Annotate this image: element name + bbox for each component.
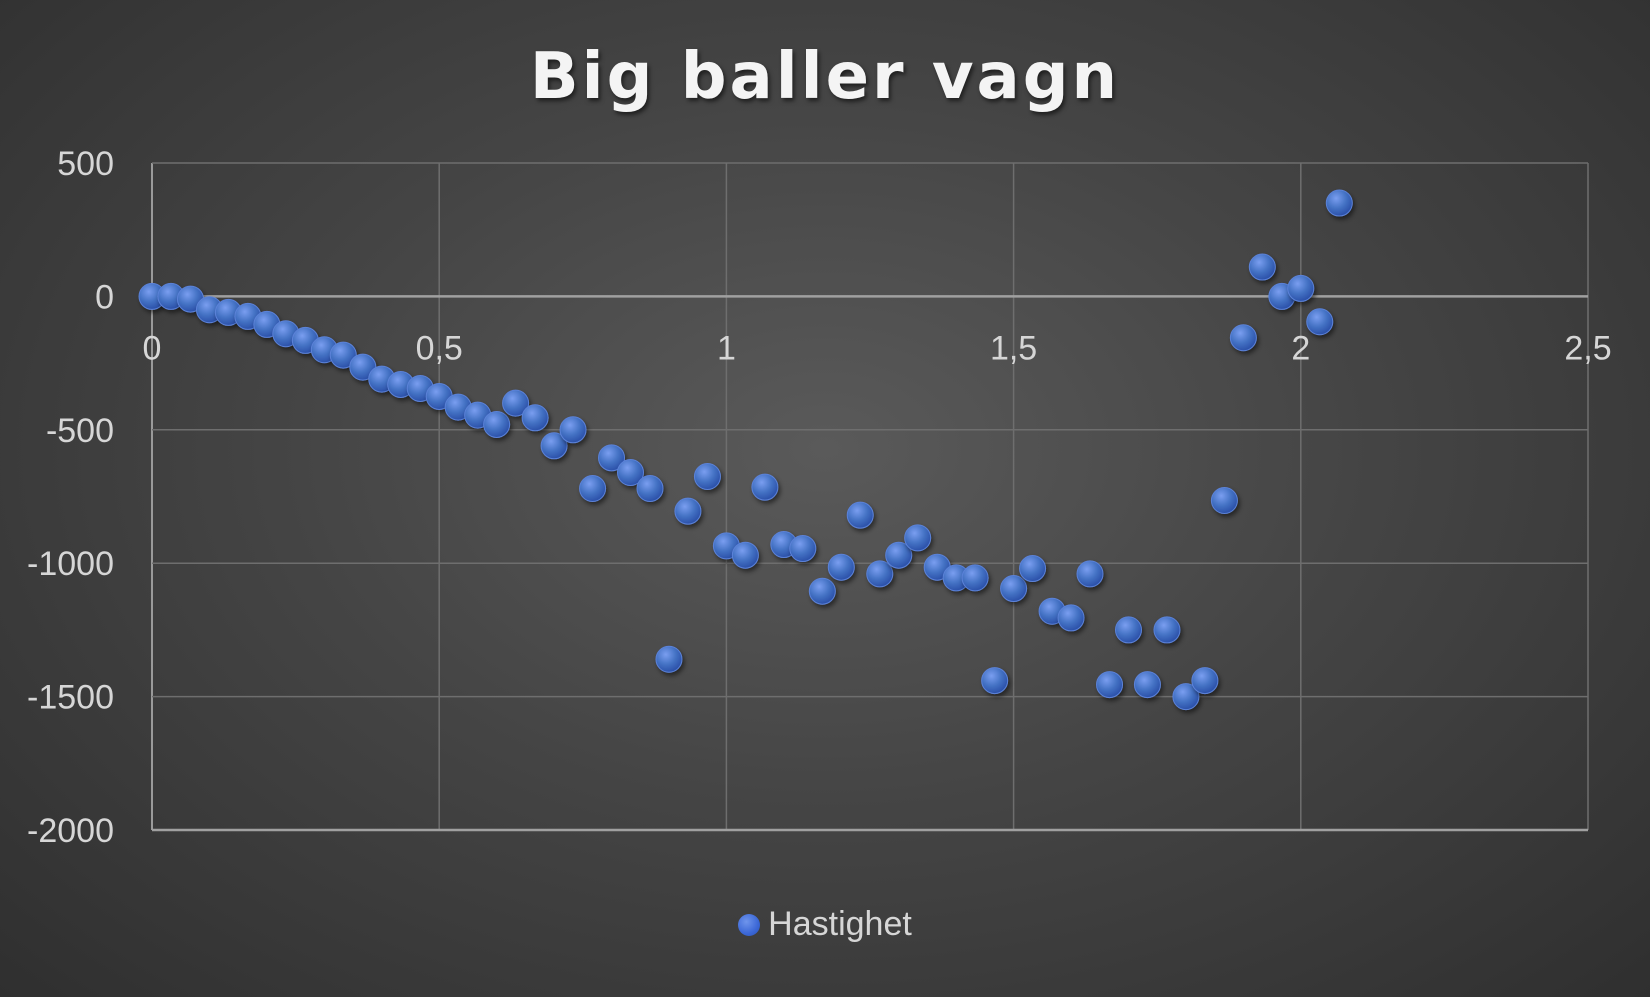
y-tick-label: -1500 [27,679,114,717]
chart-title: Big baller vagn [529,40,1121,114]
data-point [502,389,530,417]
data-point [693,462,721,490]
data-point [789,535,817,563]
data-point [559,416,587,444]
data-point [1076,560,1104,588]
y-tick-label: -1000 [27,545,114,583]
data-point [579,474,607,502]
data-point [674,497,702,525]
data-point [1229,324,1257,352]
data-point [981,667,1009,695]
tick-labels: 0 0,5 1 1,5 2 2,5 500 0 -500 -1000 -1500 -2000 [27,145,1612,850]
x-tick-label: 1,5 [990,329,1037,367]
x-tick-label: 0,5 [416,329,463,367]
data-point [329,341,357,369]
data-point [1325,189,1353,217]
data-point [731,541,759,569]
x-tick-label: 2 [1291,329,1310,367]
data-point [1133,671,1161,699]
data-point [1287,274,1315,302]
data-point [1248,253,1276,281]
data-point [808,577,836,605]
data-point [751,473,779,501]
y-tick-label: 500 [57,145,114,183]
data-point [866,560,894,588]
legend-label: Hastighet [768,905,912,943]
x-tick-label: 0 [143,329,162,367]
data-point [846,501,874,529]
data-point [1191,667,1219,695]
y-tick-label: -2000 [27,812,114,850]
data-point [598,444,626,472]
data-point [540,432,568,460]
data-point [616,458,644,486]
data-point [1306,308,1334,336]
data-point [827,553,855,581]
data-point [1172,683,1200,711]
data-point [1096,671,1124,699]
data-point [1114,616,1142,644]
data-point [885,541,913,569]
data-point [904,524,932,552]
data-point [1153,616,1181,644]
data-point [483,410,511,438]
legend-marker-icon [738,913,761,936]
data-point [1000,575,1028,603]
y-tick-label: 0 [95,278,114,316]
x-tick-label: 1 [717,329,736,367]
legend: Hastighet [0,905,1650,944]
y-tick-label: -500 [46,412,114,450]
gridlines [151,162,1589,832]
x-tick-label: 2,5 [1564,329,1611,367]
data-points [138,189,1353,711]
data-point [521,404,549,432]
data-point [961,564,989,592]
data-point [655,645,683,673]
data-point [1210,487,1238,515]
data-point [1057,604,1085,632]
data-point [1019,555,1047,583]
data-point [636,474,664,502]
